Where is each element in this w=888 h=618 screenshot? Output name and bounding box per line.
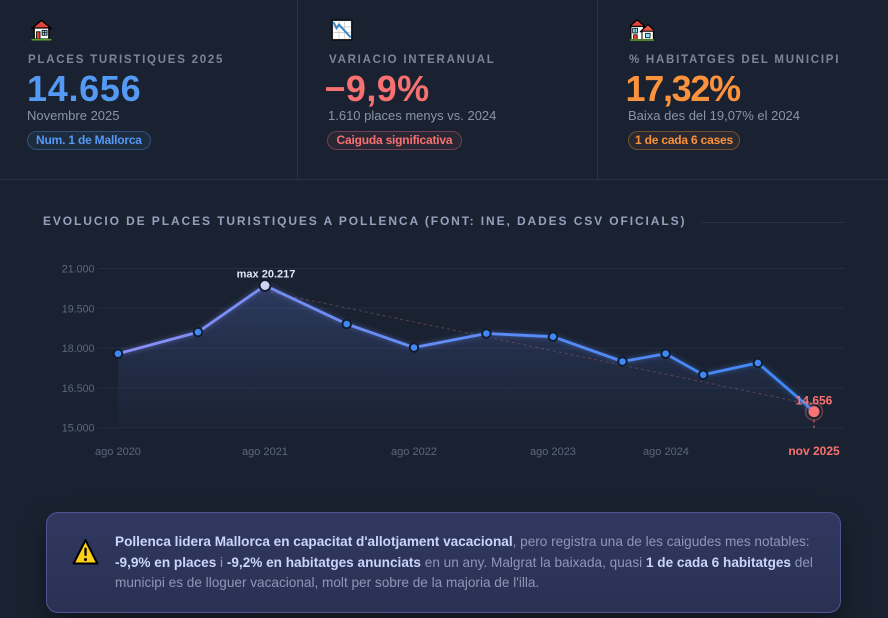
svg-text:ago 2020: ago 2020 [95, 446, 141, 458]
svg-text:16.500: 16.500 [62, 383, 95, 395]
svg-text:ago 2021: ago 2021 [242, 446, 288, 458]
svg-text:ago 2022: ago 2022 [391, 446, 437, 458]
svg-text:ago 2024: ago 2024 [643, 446, 689, 458]
svg-text:14.656: 14.656 [796, 394, 833, 408]
svg-text:max 20.217: max 20.217 [237, 269, 296, 281]
svg-text:18.000: 18.000 [62, 343, 95, 355]
svg-text:21.000: 21.000 [62, 264, 95, 276]
svg-text:19.500: 19.500 [62, 303, 95, 315]
svg-text:ago 2023: ago 2023 [530, 446, 576, 458]
svg-text:15.000: 15.000 [62, 423, 95, 435]
svg-text:nov 2025: nov 2025 [788, 444, 840, 458]
